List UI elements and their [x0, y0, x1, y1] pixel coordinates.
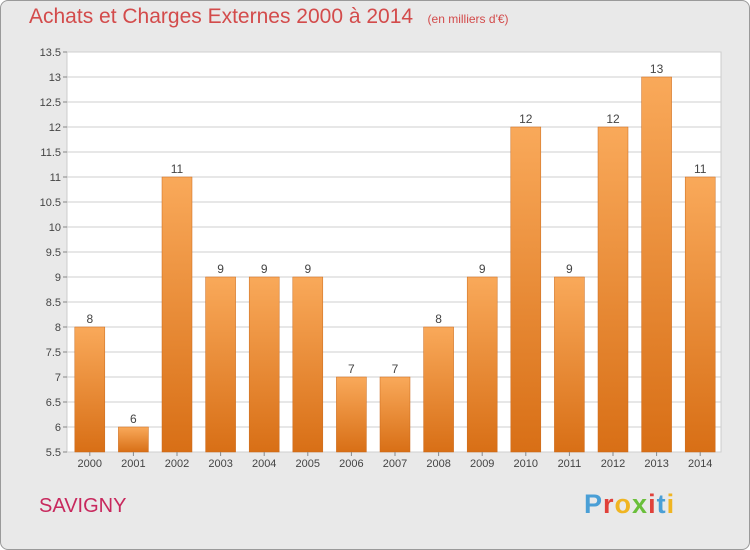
- bar-value-label: 7: [348, 362, 355, 376]
- x-tick-label: 2007: [383, 458, 407, 470]
- x-tick-label: 2001: [121, 458, 145, 470]
- bar-value-label: 11: [171, 162, 184, 176]
- bar-2011: [554, 276, 585, 453]
- x-tick-label: 2009: [470, 458, 494, 470]
- y-tick-label: 8.5: [46, 297, 61, 309]
- bar-2012: [597, 126, 629, 453]
- bar-2008: [423, 326, 454, 453]
- x-tick-label: 2005: [296, 458, 320, 470]
- bar-value-label: 9: [479, 262, 486, 276]
- y-tick-label: 11.5: [40, 147, 61, 159]
- x-tick-label: 2006: [339, 458, 363, 470]
- brand-letter: i: [666, 489, 676, 519]
- bar-2003: [205, 276, 236, 453]
- y-tick-label: 13: [49, 72, 61, 84]
- y-tick-label: 9.5: [46, 247, 61, 259]
- brand-letter: o: [614, 489, 633, 519]
- y-axis: 5.5 6 6.5 7 7.5 8 8.5 9 9.5 10 10.5 11 11.5 12 12.5 13 1…: [40, 47, 67, 459]
- y-tick-label: 5.5: [46, 447, 61, 459]
- y-tick-label: 12.5: [40, 97, 61, 109]
- y-tick-label: 8: [55, 322, 61, 334]
- brand-letter: r: [603, 489, 615, 519]
- bar-value-label: 9: [566, 262, 573, 276]
- x-tick-label: 2008: [426, 458, 450, 470]
- bar-2000: [74, 326, 106, 453]
- bar-value-label: 13: [650, 62, 664, 76]
- bar-value-label: 9: [217, 262, 224, 276]
- y-tick-label: 6.5: [46, 397, 61, 409]
- bar-value-label: 9: [261, 262, 268, 276]
- bar-value-label: 12: [519, 112, 533, 126]
- bar-2010: [510, 126, 542, 453]
- bar-value-label: 6: [130, 412, 137, 426]
- y-tick-label: 6: [55, 422, 61, 434]
- bar-2001: [118, 426, 149, 453]
- y-tick-label: 10: [49, 222, 61, 234]
- bar-value-label: 7: [392, 362, 399, 376]
- x-tick-label: 2012: [601, 458, 625, 470]
- x-tick-label: 2013: [644, 458, 668, 470]
- x-tick-label: 2004: [252, 458, 276, 470]
- brand-letter: x: [632, 489, 649, 519]
- y-tick-label: 7: [55, 372, 61, 384]
- bar-2005: [292, 276, 324, 453]
- bar-2009: [466, 276, 498, 453]
- y-tick-label: 11: [50, 172, 61, 184]
- y-tick-label: 7.5: [46, 347, 61, 359]
- bar-value-label: 12: [606, 112, 620, 126]
- bar-value-label: 11: [694, 162, 707, 176]
- bar-value-label: 8: [435, 312, 442, 326]
- y-tick-label: 10.5: [40, 197, 61, 209]
- brand-letter: i: [648, 489, 657, 519]
- brand-letter: P: [584, 489, 604, 519]
- chart-subtitle: (en milliers d'€): [427, 12, 509, 26]
- title-line: Achats et Charges Externes 2000 à 2014 (…: [29, 5, 509, 29]
- x-tick-label: 2000: [78, 458, 102, 470]
- y-tick-label: 13.5: [40, 47, 61, 59]
- x-tick-label: 2011: [558, 458, 582, 470]
- bar-value-label: 9: [304, 262, 311, 276]
- bar-2002: [161, 176, 193, 453]
- bar-2014: [684, 176, 716, 453]
- x-tick-label: 2010: [514, 458, 538, 470]
- brand-logo: Proxiti: [584, 489, 675, 520]
- bar-2004: [248, 276, 280, 453]
- chart-title: Achats et Charges Externes 2000 à 2014: [29, 5, 414, 28]
- bar-2006: [336, 376, 367, 453]
- x-tick-label: 2003: [208, 458, 232, 470]
- bar-value-label: 8: [86, 312, 93, 326]
- x-tick-label: 2014: [688, 458, 712, 470]
- y-tick-label: 9: [55, 272, 61, 284]
- x-tick-label: 2002: [165, 458, 189, 470]
- bar-2013: [641, 76, 672, 453]
- bar-2007: [379, 376, 411, 453]
- city-label: SAVIGNY: [39, 495, 127, 517]
- y-tick-label: 12: [49, 122, 61, 134]
- brand-letter: t: [656, 489, 667, 519]
- x-axis: 2000 2001 2002 2003 2004 2005 2006 2007 2008 2009…: [78, 452, 712, 470]
- bars: 8 6 11 9 9 9 7 7 8 9 12 9 12 13 11: [74, 62, 716, 453]
